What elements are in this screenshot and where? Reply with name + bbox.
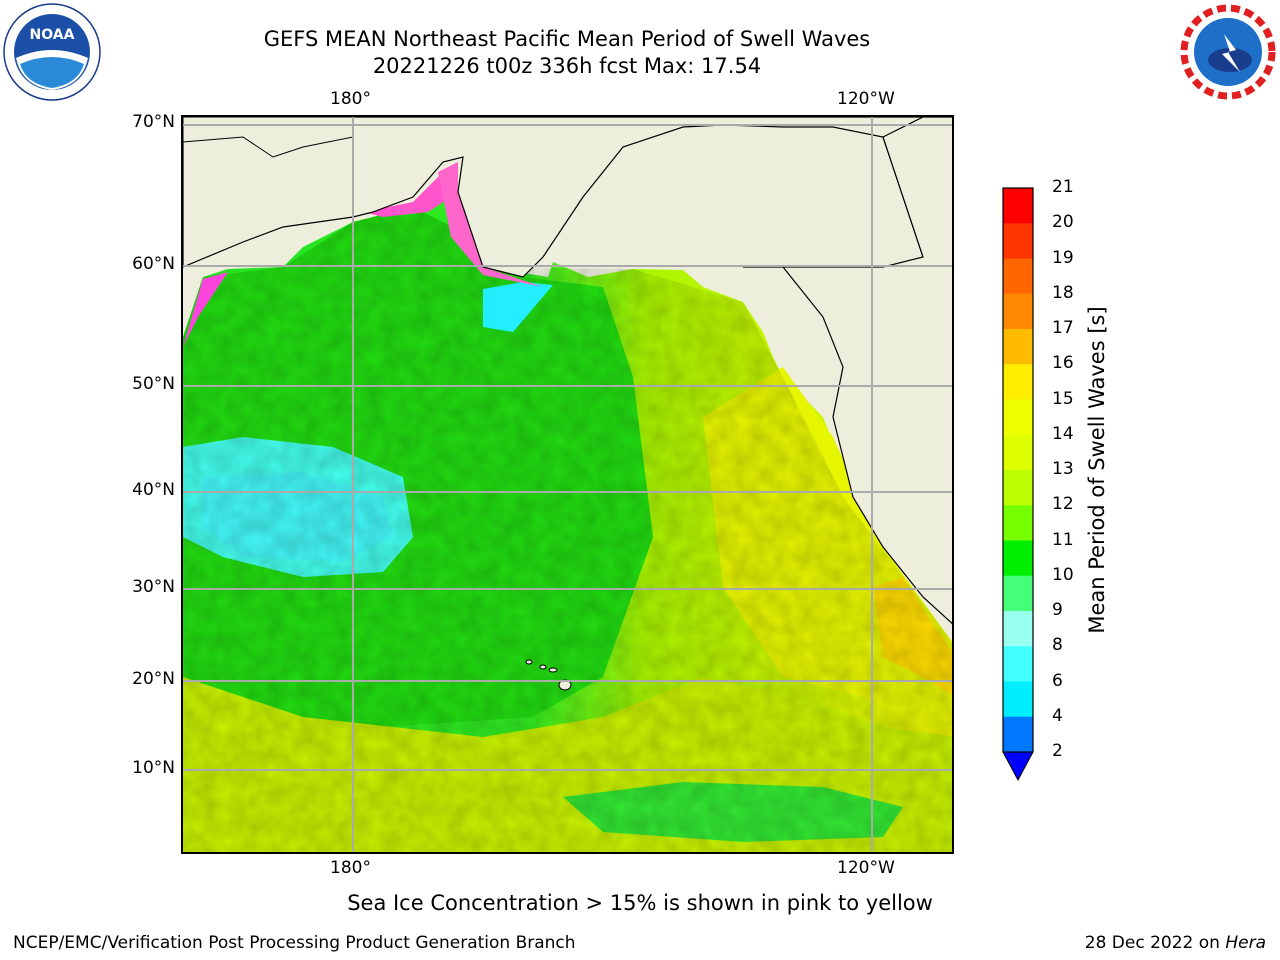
footer-date-text: 28 Dec 2022 on	[1084, 933, 1226, 953]
colorbar-tick-label: 21	[1052, 177, 1074, 197]
colorbar-tick-label: 12	[1052, 494, 1074, 515]
colorbar-tick-label: 16	[1052, 353, 1074, 374]
graticule	[183, 117, 952, 852]
colorbar-cell	[1003, 681, 1033, 718]
noise-texture	[183, 207, 952, 852]
colorbar-tick-label: 4	[1052, 705, 1063, 726]
colorbar-title: Mean Period of Swell Waves [s]	[1085, 306, 1109, 634]
chart-title: GEFS MEAN Northeast Pacific Mean Period …	[263, 27, 871, 51]
lat-label-40n: 40°N	[132, 480, 175, 500]
colorbar-cell	[1003, 329, 1033, 365]
lon-label-bottom-180: 180°	[330, 858, 371, 878]
lon-label-top-180: 180°	[330, 89, 371, 109]
lon-label-bottom-120w: 120°W	[837, 858, 895, 878]
hawaii-islands	[525, 659, 572, 691]
colorbar-cell	[1003, 505, 1033, 541]
sea-ice-note: Sea Ice Concentration > 15% is shown in …	[347, 891, 933, 915]
colorbar-cell	[1003, 540, 1033, 577]
colorbar-tick-label: 9	[1052, 600, 1063, 620]
colorbar-cell	[1003, 716, 1033, 753]
colorbar-tick-label: 20	[1052, 212, 1074, 233]
colorbar-frame	[1002, 187, 1034, 753]
colorbar-tick-label: 8	[1052, 635, 1063, 656]
colorbar-cell	[1003, 364, 1033, 400]
colorbar-cell	[1003, 293, 1033, 330]
svg-text:NOAA: NOAA	[30, 27, 75, 43]
colorbar-tick-label: 2	[1052, 741, 1063, 761]
north-america-land	[743, 117, 952, 625]
lat-label-30n: 30°N	[132, 577, 175, 597]
lat-label-70n: 70°N	[132, 112, 175, 132]
lat-label-60n: 60°N	[132, 254, 175, 274]
colorbar-extend-arrow	[1002, 751, 1034, 782]
colorbar-cell	[1003, 434, 1033, 471]
colorbar-cell	[1003, 470, 1033, 506]
colorbar-tick-label: 15	[1052, 388, 1074, 409]
footer-branch: NCEP/EMC/Verification Post Processing Pr…	[13, 933, 576, 953]
colorbar-cell	[1003, 575, 1033, 612]
colorbar-tick-label: 17	[1052, 318, 1074, 338]
chart-subtitle: 20221226 t00z 336h fcst Max: 17.54	[372, 54, 762, 78]
sea-ice-norton	[438, 162, 543, 287]
colorbar-cell	[1003, 611, 1033, 647]
colorbar-tick-label: 11	[1052, 529, 1074, 550]
colorbar-tick-label: 18	[1052, 282, 1074, 303]
colorbar-cell	[1003, 188, 1033, 224]
colorbar-tick-label: 13	[1052, 459, 1074, 479]
colorbar-tick-label: 10	[1052, 564, 1074, 585]
colorbar-cell	[1003, 258, 1033, 295]
map-panel	[181, 115, 954, 854]
lat-label-20n: 20°N	[132, 669, 175, 689]
noaa-logo: NOAA	[3, 3, 101, 101]
colorbar	[1002, 187, 1034, 782]
colorbar-tick-label: 14	[1052, 423, 1074, 444]
footer-date: 28 Dec 2022 on Hera	[1085, 933, 1266, 953]
swell-period-map	[183, 117, 952, 852]
lat-label-10n: 10°N	[132, 758, 175, 778]
colorbar-cell	[1003, 399, 1033, 436]
sea-ice-west	[183, 272, 228, 347]
colorbar-tick-label: 6	[1052, 670, 1063, 691]
sea-ice-north	[363, 167, 455, 217]
footer-machine: Hera	[1225, 933, 1266, 953]
colorbar-cell	[1003, 223, 1033, 259]
nws-logo	[1180, 4, 1276, 100]
bristol-bay-patch	[483, 282, 553, 332]
lat-label-50n: 50°N	[132, 374, 175, 394]
lon-label-top-120w: 120°W	[837, 89, 895, 109]
colorbar-cell	[1003, 646, 1033, 682]
colorbar-tick-label: 19	[1052, 247, 1074, 268]
